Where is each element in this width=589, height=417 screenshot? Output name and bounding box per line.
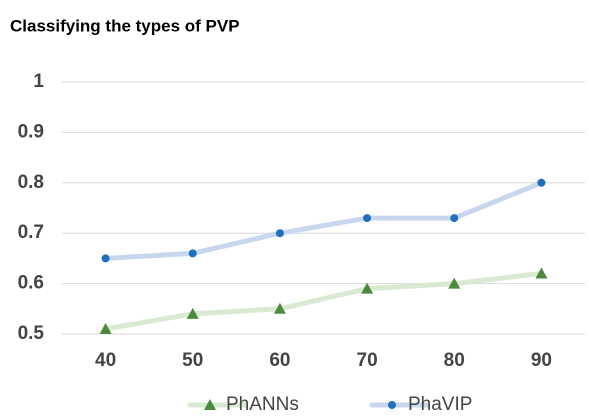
marker (361, 282, 374, 294)
marker (275, 229, 284, 238)
marker (273, 302, 286, 314)
series-line (103, 180, 544, 261)
marker (101, 254, 110, 263)
legend-label: PhANNs (226, 394, 299, 415)
marker (535, 267, 548, 279)
chart-title: Classifying the types of PVP (10, 16, 240, 35)
y-tick-label: 0.7 (18, 222, 44, 243)
marker (450, 214, 459, 223)
y-tick-label: 0.8 (18, 172, 44, 193)
series-line (103, 271, 544, 332)
y-tick-label: 0.9 (18, 121, 44, 142)
x-tick-label: 70 (357, 350, 378, 371)
marker (448, 277, 461, 289)
y-tick-label: 1 (33, 71, 44, 92)
x-tick-label: 60 (269, 350, 290, 371)
y-tick-label: 0.6 (18, 273, 44, 294)
legend-marker (204, 399, 216, 410)
legend-marker (388, 401, 396, 409)
y-tick-label: 0.5 (18, 323, 45, 344)
marker (186, 307, 199, 319)
marker (99, 322, 112, 334)
x-tick-label: 80 (444, 350, 465, 371)
x-tick-label: 50 (182, 350, 203, 371)
legend-label: PhaVIP (408, 394, 472, 415)
marker (363, 214, 372, 223)
x-tick-label: 90 (531, 350, 552, 371)
marker (537, 178, 546, 187)
marker (188, 249, 197, 258)
x-tick-label: 40 (95, 350, 116, 371)
